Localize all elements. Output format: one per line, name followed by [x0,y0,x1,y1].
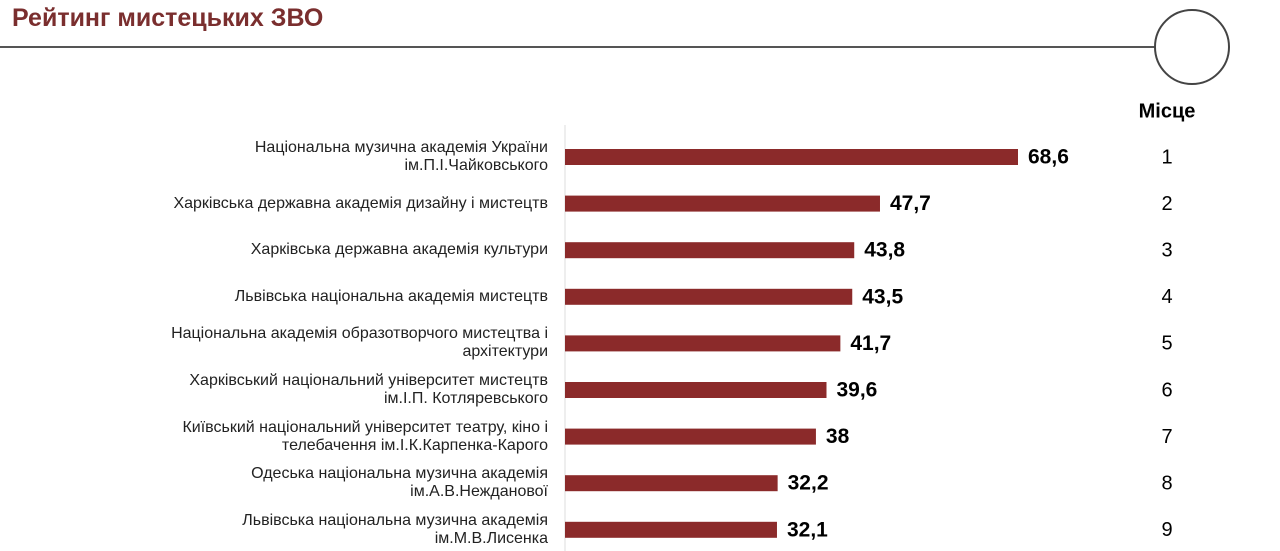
category-label: Національна музична академія України ім.… [254,139,548,174]
rank: 6 [1161,379,1172,401]
category-label: Львівська національна музична академія і… [242,511,548,547]
value-label: 41,7 [850,332,891,355]
bar [565,382,827,398]
value-label: 32,1 [787,518,828,541]
category-label: Київський національний університет театр… [182,418,548,454]
category-label: Харківський національний університет мис… [189,372,548,407]
value-label: 43,8 [864,239,905,262]
rank: 7 [1161,426,1172,448]
rank-header: Місце [1139,100,1196,122]
value-label: 68,6 [1028,146,1069,169]
value-label: 32,2 [788,472,829,495]
bar [565,149,1018,165]
category-label: Харківська державна академія дизайну і м… [173,194,548,212]
bar [565,335,841,352]
rank: 2 [1161,193,1172,215]
category-label: Одеська національна музична академія ім.… [251,465,548,501]
chart-title: Рейтинг мистецьких ЗВО [12,4,324,32]
bar [565,195,880,212]
category-label: Національна академія образотворчого мист… [171,325,548,361]
value-label: 38 [826,425,850,448]
rank: 1 [1161,146,1172,168]
title-circle [1154,9,1230,85]
rank: 5 [1161,333,1172,355]
category-label: Харківська державна академія культури [250,241,548,259]
bar [565,288,853,305]
category-label: Львівська національна академія мистецтв [234,287,548,305]
bar [565,475,778,492]
bar [565,242,855,259]
value-label: 47,7 [890,192,931,215]
rank: 8 [1161,472,1172,494]
value-label: 39,6 [836,379,877,402]
rank: 9 [1161,519,1172,541]
rank: 4 [1161,286,1172,308]
bar [565,428,816,445]
value-label: 43,5 [862,285,903,308]
rank: 3 [1161,239,1172,261]
bar [565,521,777,538]
